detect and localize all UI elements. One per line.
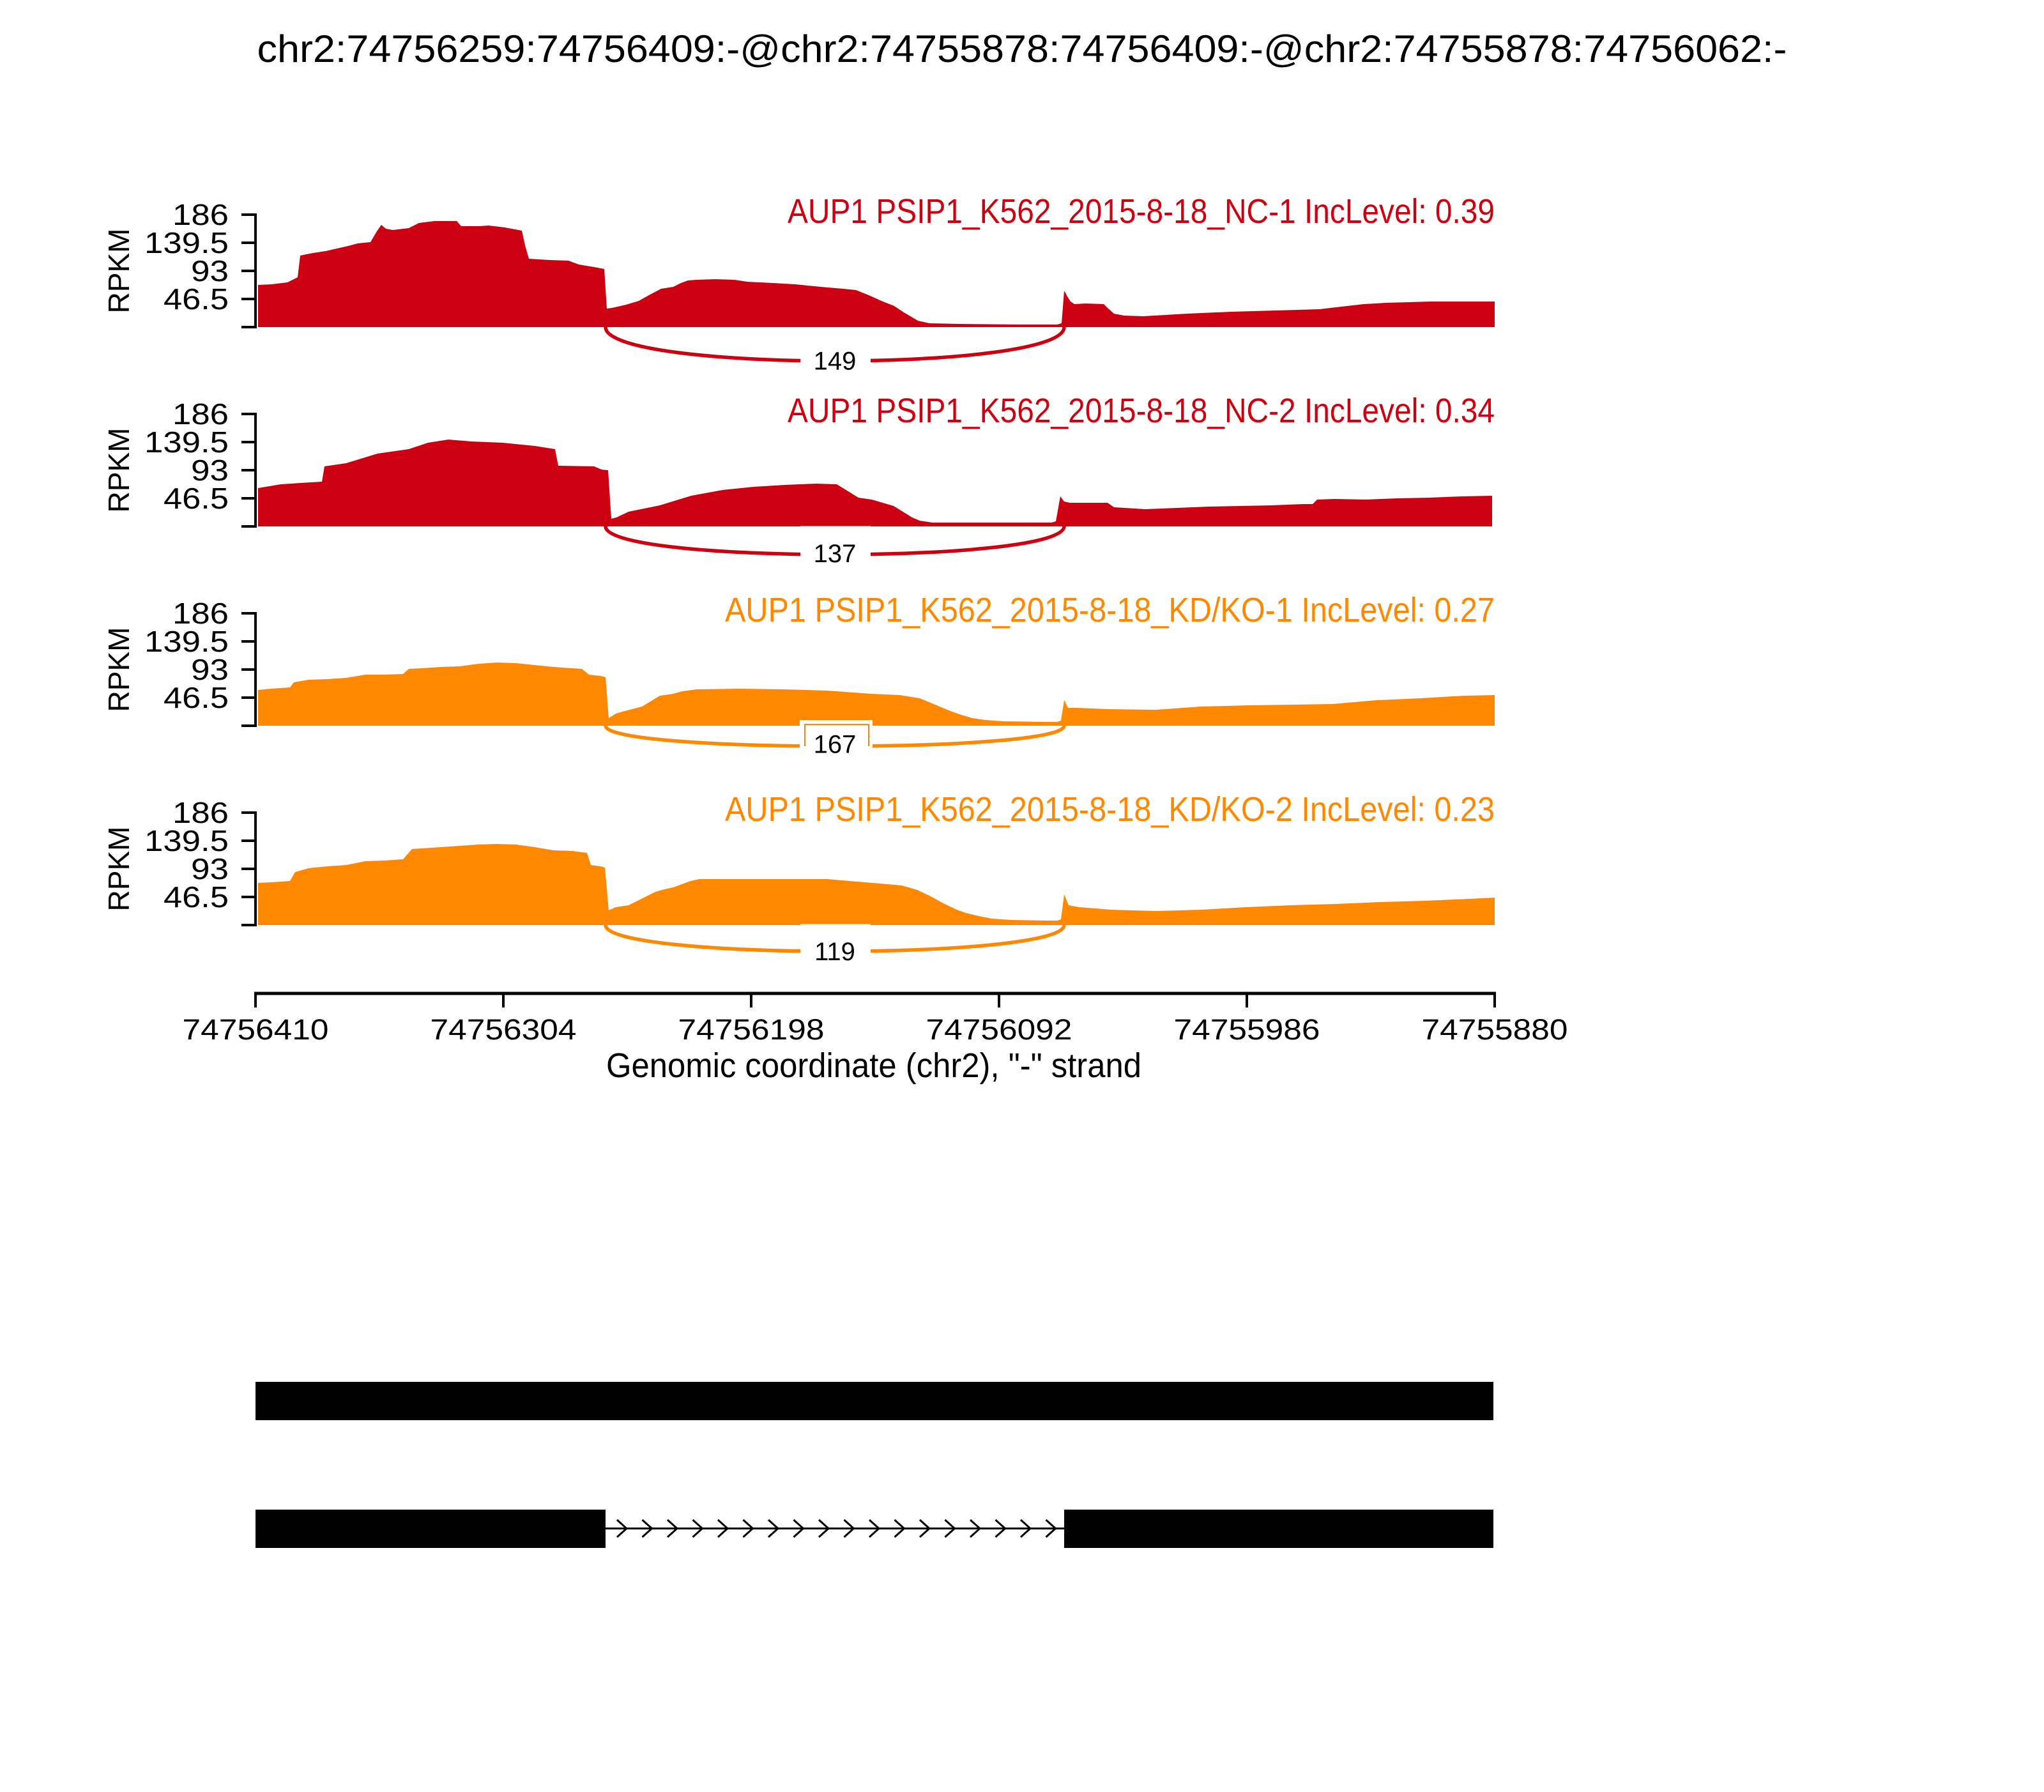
svg-text:AUP1 PSIP1_K562_2015-8-18_NC-1: AUP1 PSIP1_K562_2015-8-18_NC-1 IncLevel:… bbox=[788, 192, 1495, 231]
svg-text:RPKM: RPKM bbox=[102, 627, 135, 712]
svg-text:74756410: 74756410 bbox=[183, 1013, 329, 1046]
svg-text:139.5: 139.5 bbox=[144, 824, 229, 857]
svg-text:74756092: 74756092 bbox=[926, 1013, 1072, 1046]
svg-text:AUP1 PSIP1_K562_2015-8-18_KD/K: AUP1 PSIP1_K562_2015-8-18_KD/KO-2 IncLev… bbox=[725, 790, 1495, 829]
svg-text:74756304: 74756304 bbox=[431, 1013, 577, 1046]
svg-text:74755986: 74755986 bbox=[1174, 1013, 1320, 1046]
svg-text:46.5: 46.5 bbox=[164, 880, 229, 914]
svg-text:119: 119 bbox=[814, 938, 855, 966]
svg-text:139.5: 139.5 bbox=[144, 625, 229, 658]
svg-text:74755880: 74755880 bbox=[1422, 1013, 1568, 1046]
svg-text:186: 186 bbox=[172, 597, 229, 630]
svg-text:93: 93 bbox=[191, 852, 229, 885]
svg-text:149: 149 bbox=[814, 348, 857, 376]
svg-text:186: 186 bbox=[172, 198, 229, 231]
svg-text:74756198: 74756198 bbox=[678, 1013, 825, 1046]
svg-text:139.5: 139.5 bbox=[144, 425, 229, 459]
svg-text:Genomic coordinate (chr2), "-": Genomic coordinate (chr2), "-" strand bbox=[606, 1046, 1141, 1085]
svg-text:RPKM: RPKM bbox=[102, 428, 135, 513]
svg-text:AUP1 PSIP1_K562_2015-8-18_KD/K: AUP1 PSIP1_K562_2015-8-18_KD/KO-1 IncLev… bbox=[725, 591, 1495, 629]
svg-text:167: 167 bbox=[814, 731, 857, 759]
svg-text:186: 186 bbox=[172, 796, 229, 829]
svg-text:139.5: 139.5 bbox=[144, 226, 229, 259]
svg-text:46.5: 46.5 bbox=[164, 681, 229, 714]
svg-text:46.5: 46.5 bbox=[164, 482, 229, 515]
svg-text:186: 186 bbox=[172, 397, 229, 431]
svg-text:93: 93 bbox=[191, 653, 229, 686]
svg-text:137: 137 bbox=[814, 540, 857, 568]
svg-text:RPKM: RPKM bbox=[102, 229, 135, 314]
svg-text:93: 93 bbox=[191, 454, 229, 487]
svg-text:AUP1 PSIP1_K562_2015-8-18_NC-2: AUP1 PSIP1_K562_2015-8-18_NC-2 IncLevel:… bbox=[788, 392, 1495, 430]
svg-text:46.5: 46.5 bbox=[164, 282, 229, 316]
svg-text:93: 93 bbox=[191, 254, 229, 287]
svg-text:RPKM: RPKM bbox=[102, 827, 135, 912]
svg-text:chr2:74756259:74756409:-@chr2:: chr2:74756259:74756409:-@chr2:74755878:7… bbox=[257, 27, 1787, 70]
